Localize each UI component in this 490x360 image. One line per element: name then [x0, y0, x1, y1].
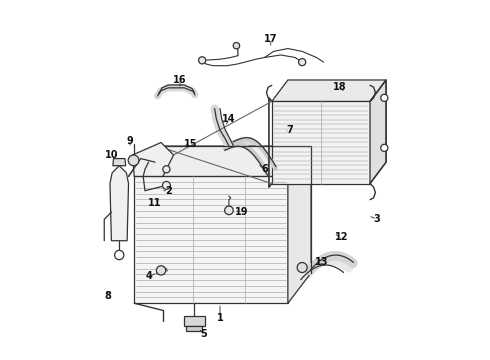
Polygon shape [370, 80, 386, 184]
Text: 4: 4 [145, 271, 152, 282]
Text: 17: 17 [264, 34, 277, 44]
Text: 5: 5 [200, 329, 207, 339]
Text: 19: 19 [235, 207, 248, 217]
Bar [184, 316, 205, 327]
Circle shape [224, 206, 233, 215]
Text: 15: 15 [184, 139, 197, 149]
Circle shape [297, 262, 307, 273]
Text: 1: 1 [217, 312, 223, 323]
Circle shape [128, 155, 139, 166]
Circle shape [381, 144, 388, 152]
Circle shape [115, 250, 124, 260]
Circle shape [381, 94, 388, 102]
Text: 12: 12 [335, 232, 348, 242]
Text: 13: 13 [315, 257, 329, 267]
Text: 10: 10 [105, 150, 119, 160]
Text: 2: 2 [165, 186, 172, 196]
Text: 6: 6 [261, 164, 268, 174]
Circle shape [233, 42, 240, 49]
Text: 14: 14 [222, 114, 236, 124]
Circle shape [163, 181, 171, 189]
Text: 9: 9 [126, 136, 133, 146]
Polygon shape [288, 146, 311, 303]
Text: 7: 7 [286, 125, 293, 135]
Text: 3: 3 [374, 214, 381, 224]
Polygon shape [272, 80, 386, 102]
Polygon shape [110, 166, 128, 241]
Circle shape [156, 266, 166, 275]
Text: 11: 11 [148, 198, 162, 208]
Polygon shape [272, 102, 370, 184]
Polygon shape [134, 176, 288, 303]
Text: 16: 16 [173, 75, 187, 85]
Circle shape [163, 166, 170, 173]
Text: 8: 8 [104, 291, 111, 301]
Polygon shape [113, 158, 126, 166]
Circle shape [298, 59, 306, 66]
Circle shape [198, 57, 206, 64]
Text: 18: 18 [333, 82, 346, 92]
Polygon shape [132, 143, 173, 176]
Polygon shape [134, 146, 311, 176]
Bar [186, 326, 202, 331]
